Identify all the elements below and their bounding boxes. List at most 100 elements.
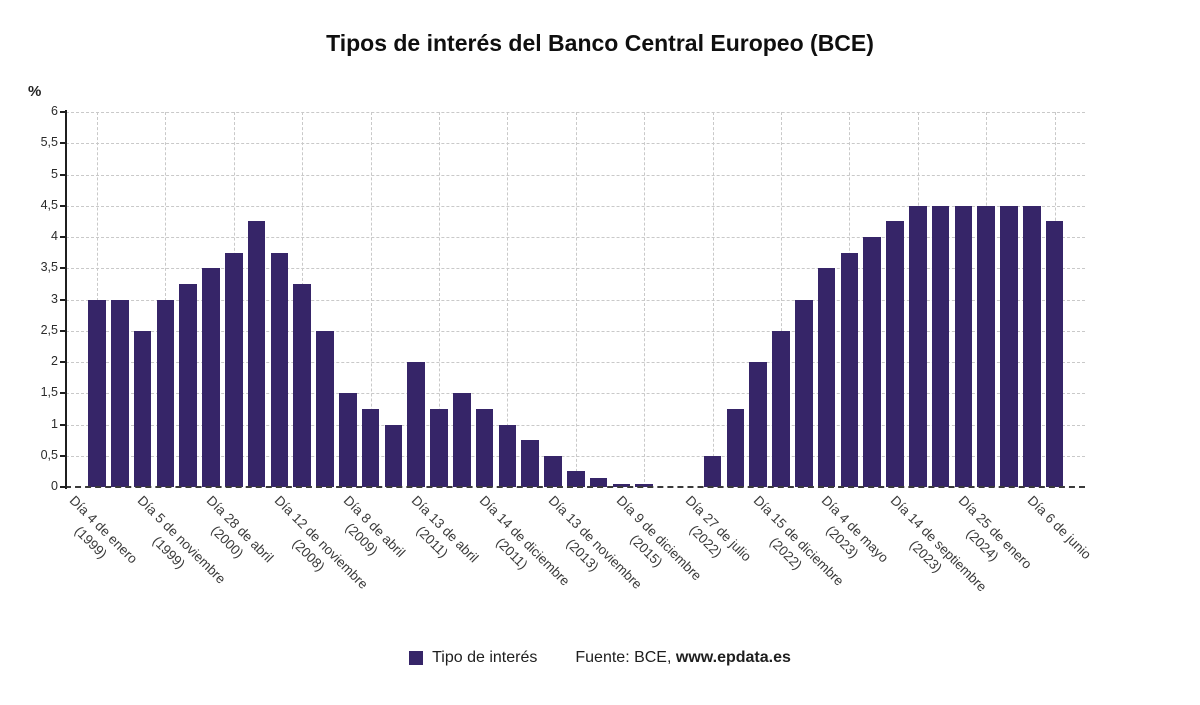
bar	[1000, 205, 1018, 487]
y-axis-tick-mark	[60, 423, 65, 426]
bar	[339, 393, 357, 487]
y-axis-tick-label: 2	[51, 354, 58, 368]
gridline-vertical	[507, 112, 509, 487]
y-axis-tick-label: 1,5	[40, 385, 58, 400]
y-axis-tick-label: 0	[51, 479, 58, 493]
y-axis-tick-label: 5	[51, 166, 58, 181]
y-axis-tick-mark	[60, 267, 65, 270]
bar	[703, 455, 722, 487]
bar	[247, 221, 266, 487]
legend-series-label: Tipo de interés	[432, 649, 538, 666]
bar	[931, 205, 950, 487]
bar	[270, 252, 289, 487]
bar	[384, 424, 403, 487]
y-axis-tick-label: 1	[51, 416, 58, 431]
bar	[567, 471, 585, 487]
source-prefix: Fuente: BCE,	[575, 649, 676, 666]
gridline-horizontal	[66, 174, 1085, 176]
bar	[954, 205, 973, 487]
bar	[293, 283, 311, 487]
y-axis-tick-mark	[60, 236, 65, 238]
bar	[225, 252, 243, 487]
y-axis-line	[65, 110, 67, 489]
gridline-horizontal	[66, 393, 1085, 395]
bar	[407, 362, 425, 487]
gridline-horizontal	[66, 455, 1085, 457]
gridline-horizontal	[66, 330, 1085, 332]
bar	[909, 205, 927, 487]
bar	[886, 221, 904, 487]
bar	[589, 477, 608, 487]
bar	[1023, 205, 1041, 487]
gridline-vertical	[712, 112, 714, 487]
y-axis-tick-mark	[60, 173, 65, 176]
y-axis-tick-label: 6	[51, 104, 58, 118]
gridline-horizontal	[66, 143, 1085, 145]
gridline-horizontal	[66, 424, 1085, 426]
bar	[202, 268, 220, 487]
y-axis-tick-mark	[60, 329, 65, 332]
y-axis-tick-label: 4,5	[40, 197, 58, 212]
gridline-vertical	[370, 112, 372, 487]
bar	[475, 408, 494, 487]
legend: Tipo de interés Fuente: BCE, www.epdata.…	[0, 649, 1200, 667]
bar	[316, 330, 334, 487]
y-axis-tick-mark	[60, 361, 65, 363]
y-axis-tick-label: 5,5	[40, 135, 58, 150]
gridline-horizontal	[66, 237, 1085, 238]
bar	[635, 483, 653, 487]
gridline-vertical	[781, 112, 782, 487]
bar	[544, 455, 562, 487]
bar	[156, 299, 175, 487]
y-axis-tick-mark	[60, 142, 65, 145]
bar	[430, 408, 448, 487]
gridline-horizontal	[66, 112, 1085, 113]
bar	[749, 362, 767, 487]
x-axis-baseline	[65, 486, 1085, 488]
epdata-link: www.epdata.es	[675, 649, 791, 666]
bar	[612, 483, 631, 487]
bar	[863, 237, 881, 487]
gridline-horizontal	[66, 299, 1085, 301]
y-axis-tick-label: 2,5	[40, 322, 58, 337]
bar	[795, 299, 813, 487]
y-axis-tick-label: 4	[51, 229, 58, 243]
gridline-vertical	[439, 112, 440, 487]
gridline-horizontal	[66, 268, 1085, 270]
x-axis-tick-label: Día 6 de junio	[1023, 492, 1094, 563]
y-axis-tick-label: 3	[51, 291, 58, 306]
bar	[111, 299, 129, 487]
gridline-vertical	[644, 112, 646, 487]
bar	[498, 424, 517, 487]
y-axis-tick-mark	[60, 392, 65, 395]
y-axis-tick-mark	[60, 204, 65, 207]
legend-swatch	[409, 651, 424, 665]
bar	[179, 283, 197, 487]
y-axis-tick-mark	[60, 486, 65, 488]
x-axis-tick-label-date: Día 6 de junio	[1024, 492, 1094, 563]
chart-title: Tipos de interés del Banco Central Europ…	[326, 30, 874, 56]
x-axis-tick-label: Día 13 de abril (2011)	[395, 492, 482, 579]
bar	[977, 205, 995, 487]
bar	[772, 330, 790, 487]
bar	[133, 330, 152, 487]
source-text: Fuente: BCE, www.epdata.es	[575, 649, 791, 667]
bar	[361, 408, 380, 487]
y-axis-tick-label: 0,5	[40, 447, 58, 462]
y-axis-tick-mark	[60, 298, 65, 301]
x-axis-tick-label: Día 4 de enero (1999)	[53, 492, 141, 580]
gridline-horizontal	[66, 362, 1085, 363]
bar	[1045, 221, 1064, 487]
bar	[817, 268, 836, 487]
bar	[88, 299, 106, 487]
bar	[840, 252, 859, 487]
y-axis-tick-mark	[60, 454, 65, 457]
gridline-horizontal	[66, 205, 1085, 207]
bar	[726, 408, 745, 487]
y-axis-tick-mark	[60, 111, 65, 113]
y-axis-tick-label: 3,5	[40, 260, 58, 275]
bar	[521, 440, 539, 487]
gridline-vertical	[575, 112, 577, 487]
